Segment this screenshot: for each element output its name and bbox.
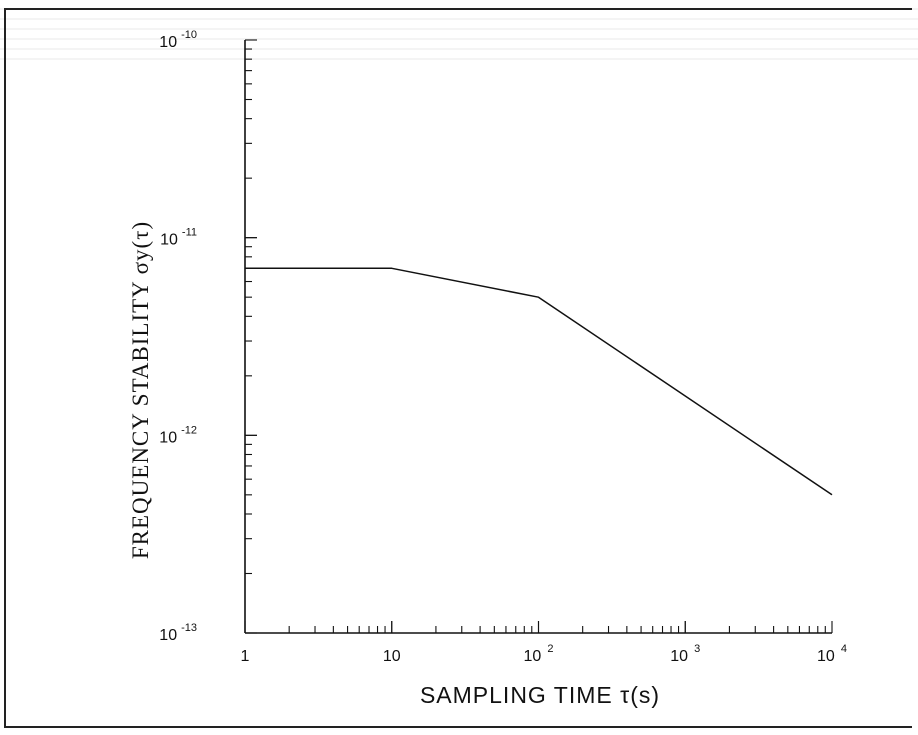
x-tick-label-base: 10: [383, 648, 401, 665]
x-tick-label-base: 10: [670, 648, 688, 665]
x-tick-label: 1: [241, 648, 250, 665]
x-tick-label: 10 2: [524, 643, 554, 665]
x-tick-label-base: 1: [241, 648, 250, 665]
y-tick-label-base: 10: [159, 627, 177, 644]
y-tick-label: 10 -12: [159, 424, 197, 446]
y-tick-label-base: 10: [159, 429, 177, 446]
series-line: [245, 267, 833, 496]
y-tick-label-base: 10: [160, 232, 178, 249]
scan-artifact-lines: [0, 0, 918, 60]
x-axis-title: SAMPLING TIME τ(s): [420, 682, 660, 708]
y-tick-label-exponent: -10: [181, 29, 197, 41]
x-tick-label-exponent: 2: [547, 643, 553, 655]
y-axis-title: FREQUENCY STABILITY σy(τ): [128, 221, 153, 559]
y-tick-label-base: 10: [159, 34, 177, 51]
x-tick-label: 10: [383, 648, 401, 665]
x-tick-label-base: 10: [524, 648, 542, 665]
figure-frame: [4, 8, 912, 728]
x-tick-label-exponent: 4: [841, 643, 847, 655]
y-tick-label: 10 -10: [159, 29, 197, 51]
tick-labels-group: 1 10 10 2 10 3 10 4 10 -10 10 -11 10 -12 10 -13: [159, 29, 847, 665]
x-tick-label: 10 4: [817, 643, 847, 665]
x-tick-label-exponent: 3: [694, 643, 700, 655]
y-tick-label-exponent: -12: [181, 424, 197, 436]
axes-group: [244, 40, 832, 634]
series-group: [245, 267, 833, 496]
y-tick-label-exponent: -11: [182, 227, 197, 239]
y-tick-label-exponent: -13: [181, 622, 197, 634]
y-tick-label: 10 -11: [160, 227, 197, 249]
y-tick-label: 10 -13: [159, 622, 197, 644]
x-tick-label: 10 3: [670, 643, 700, 665]
x-tick-label-base: 10: [817, 648, 835, 665]
ticks-group: [244, 39, 833, 634]
